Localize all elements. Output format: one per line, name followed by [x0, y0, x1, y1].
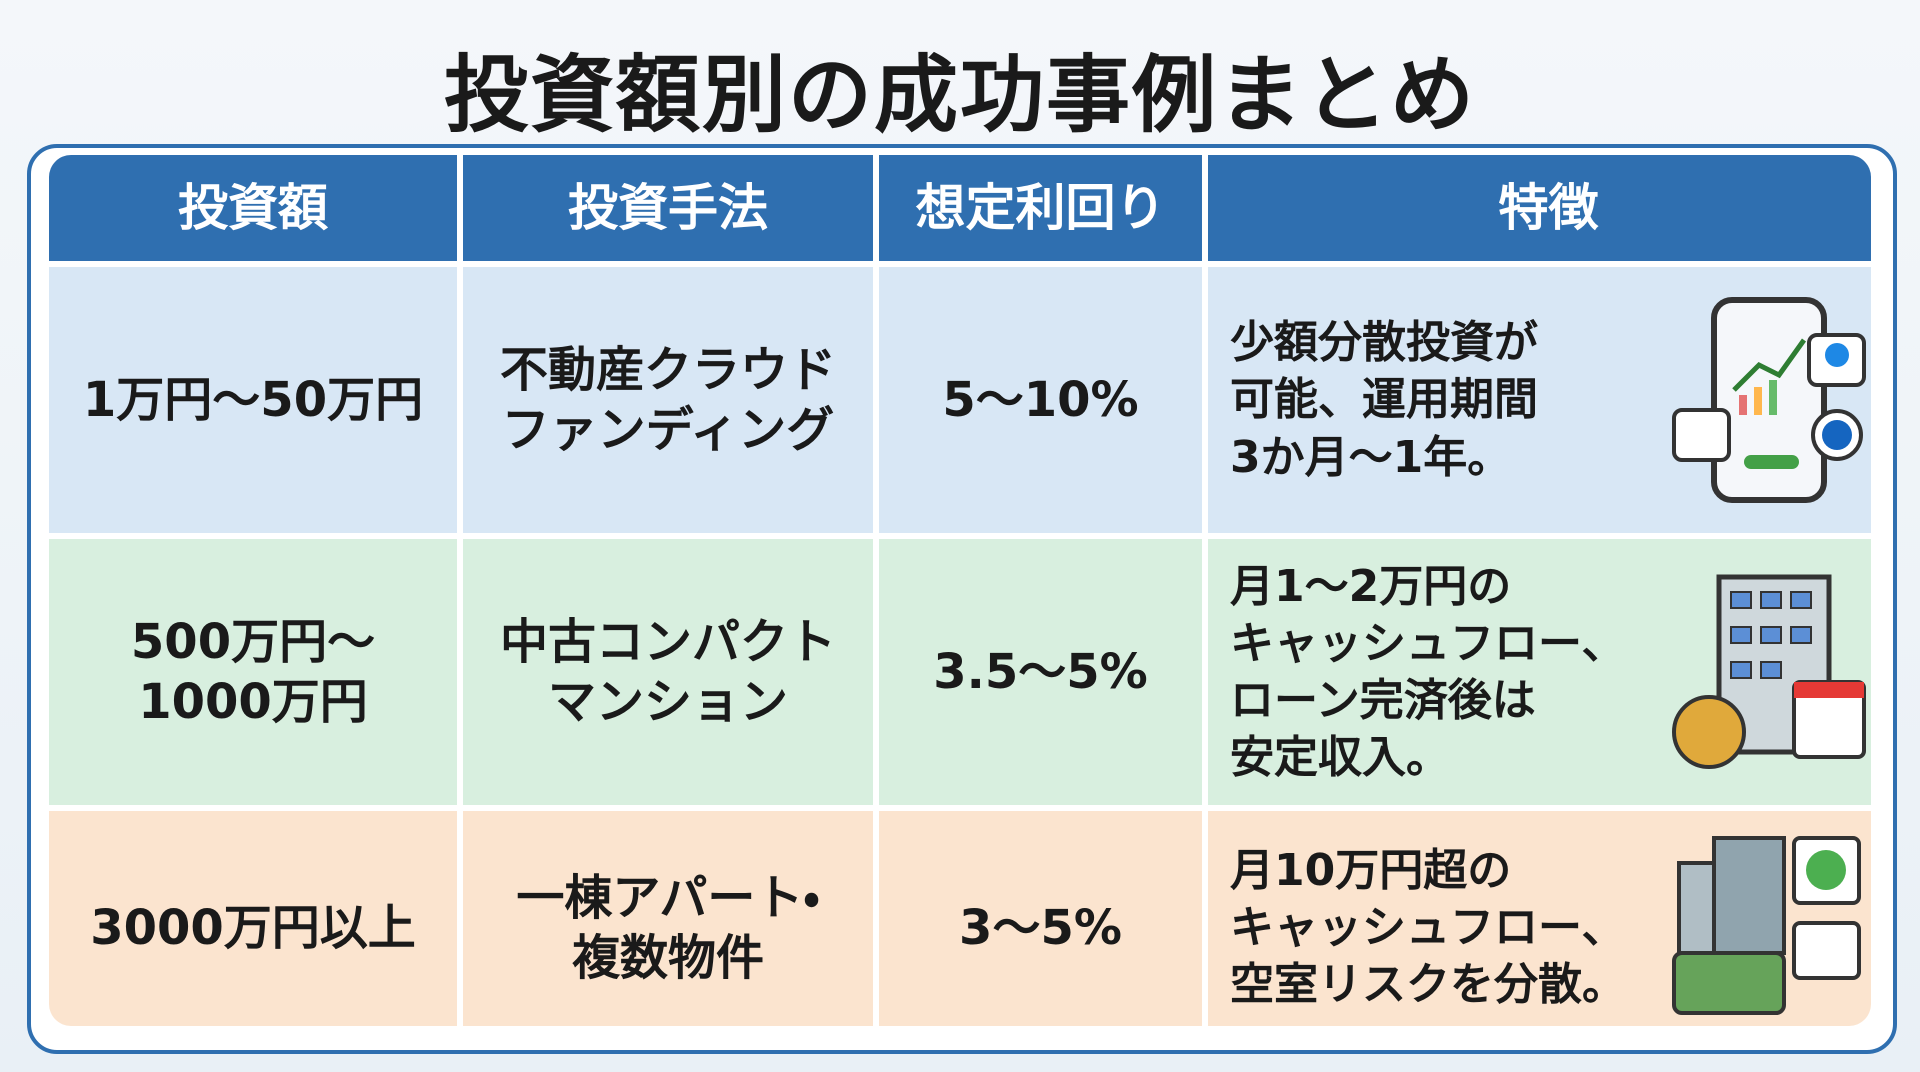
icon-part: [1730, 591, 1812, 679]
amount-cell: 1万円〜50万円: [49, 267, 457, 533]
icon-part: [1806, 849, 1846, 890]
icon-part: [1732, 338, 1807, 392]
feature-cell: 少額分散投資が 可能、運用期間 3か月〜1年。: [1208, 267, 1871, 533]
icon-part: [1760, 661, 1782, 679]
feature-text: 月10万円超の キャッシュフロー、 空室リスクを分散。: [1230, 844, 1626, 1011]
icon-part: [1794, 682, 1864, 698]
feature-cell: 月1〜2万円の キャッシュフロー、 ローン完済後は 安定収入。: [1208, 539, 1871, 805]
method-cell: 一棟アパート・ 複数物件: [463, 811, 873, 1026]
header-cell: 想定利回り: [879, 155, 1202, 261]
method-cell: 中古コンパクト マンション: [463, 539, 873, 805]
icon-part: [1790, 591, 1812, 609]
icon-part: [1712, 835, 1786, 955]
icon-part: [1672, 695, 1746, 769]
feature-text: 月1〜2万円の キャッシュフロー、 ローン完済後は 安定収入。: [1230, 560, 1626, 784]
header-cell: 投資額: [49, 155, 457, 261]
feature-cell: 月10万円超の キャッシュフロー、 空室リスクを分散。: [1208, 811, 1871, 1026]
icon-part: [1739, 395, 1747, 415]
amount-cell: 3000万円以上: [49, 811, 457, 1026]
yield-cell: 3.5〜5%: [879, 539, 1202, 805]
building-icon: [1672, 574, 1866, 769]
money-icon: [1672, 835, 1861, 1015]
icon-part: [1672, 950, 1786, 1015]
amount-cell: 500万円〜 1000万円: [49, 539, 457, 805]
icon-part: [1792, 920, 1861, 980]
icon-part: [1744, 455, 1799, 469]
feature-text: 少額分散投資が 可能、運用期間 3か月〜1年。: [1230, 317, 1538, 483]
icon-part: [1769, 380, 1777, 415]
page-title: 投資額別の成功事例まとめ: [443, 46, 1476, 144]
method-cell: 不動産クラウド ファンディング: [463, 267, 873, 533]
icon-part: [1730, 626, 1752, 644]
table: 投資額 投資手法 想定利回り 特徴 1万円〜50万円 不動産クラウド ファンディ…: [49, 155, 1871, 1026]
icon-part: [1790, 626, 1812, 644]
header-cell: 投資手法: [463, 155, 873, 261]
header-cell: 特徴: [1208, 155, 1871, 261]
phone-icon: [1672, 297, 1866, 503]
icon-part: [1754, 387, 1762, 415]
yield-cell: 3〜5%: [879, 811, 1202, 1026]
icon-part: [1825, 343, 1849, 367]
icon-part: [1760, 626, 1782, 644]
icon-part: [1822, 420, 1852, 450]
icon-part: [1672, 408, 1731, 462]
icon-part: [1760, 591, 1782, 609]
icon-part: [1730, 591, 1752, 609]
icon-part: [1730, 661, 1752, 679]
yield-cell: 5〜10%: [879, 267, 1202, 533]
